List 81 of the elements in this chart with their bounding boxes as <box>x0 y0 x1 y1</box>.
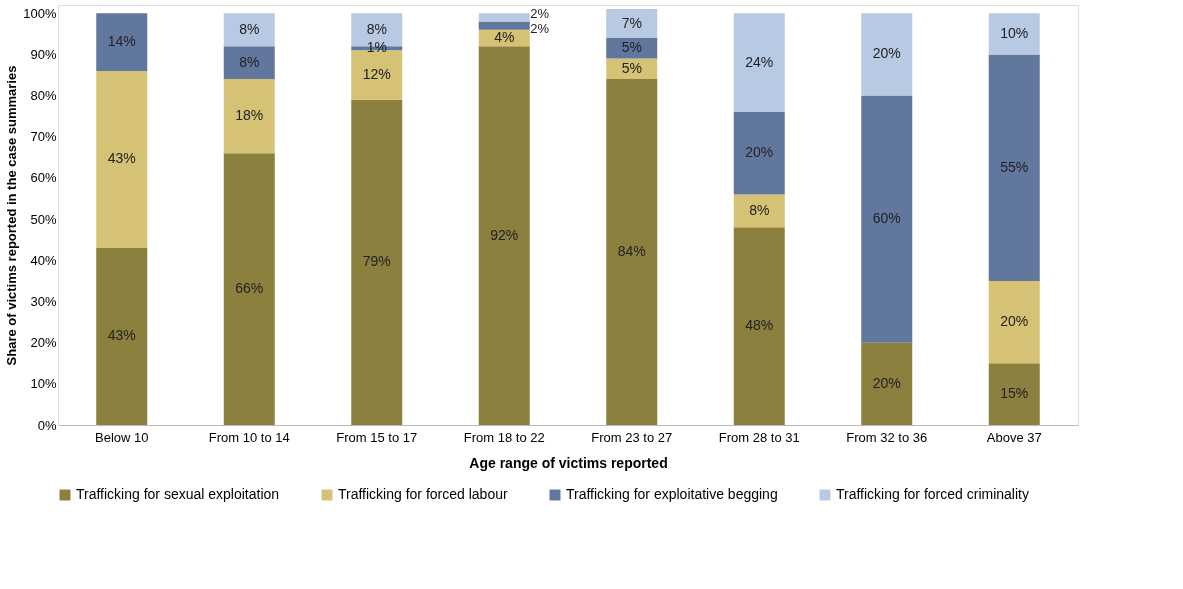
legend-label: Trafficking for forced criminality <box>836 486 1029 502</box>
x-tick-label: Below 10 <box>95 429 149 445</box>
data-label: 18% <box>235 107 264 124</box>
y-tick-label: 100% <box>23 5 57 21</box>
x-tick-label: From 18 to 22 <box>463 429 545 445</box>
data-label: 5% <box>621 39 642 56</box>
data-label: 66% <box>235 280 264 297</box>
data-label: 14% <box>107 33 136 50</box>
bar <box>606 9 658 38</box>
bar <box>223 13 275 47</box>
y-tick-label: 70% <box>30 129 57 145</box>
bar <box>96 13 148 71</box>
data-label: 24% <box>745 53 774 70</box>
bar <box>733 112 785 195</box>
data-label: 8% <box>366 20 387 37</box>
data-label: 43% <box>107 327 136 344</box>
data-label: 60% <box>872 210 901 227</box>
y-tick-label: 60% <box>30 170 57 186</box>
data-label: 43% <box>107 150 136 167</box>
data-label: 92% <box>490 226 519 243</box>
data-label: 20% <box>872 45 901 62</box>
data-label: 48% <box>745 317 774 334</box>
y-tick-label: 20% <box>30 335 57 351</box>
y-tick-label: 10% <box>30 376 57 392</box>
y-tick-label: 30% <box>30 293 57 309</box>
bar <box>478 13 530 22</box>
x-tick-label: From 23 to 27 <box>591 429 673 445</box>
bar <box>988 363 1040 425</box>
data-label: 55% <box>1000 158 1029 175</box>
bar <box>861 95 913 343</box>
y-tick-label: 0% <box>37 417 57 433</box>
data-label: 12% <box>362 66 391 82</box>
bar <box>351 99 403 425</box>
data-label: 84% <box>617 243 646 260</box>
bar <box>606 79 658 425</box>
bar <box>988 280 1040 364</box>
x-tick-label: From 10 to 14 <box>208 429 290 445</box>
x-axis-title: Age range of victims reported <box>469 454 668 471</box>
y-tick-label: 80% <box>30 88 57 104</box>
data-label: 1% <box>366 39 387 56</box>
bar <box>478 21 530 30</box>
data-label: 8% <box>239 53 260 70</box>
data-label: 15% <box>1000 385 1029 402</box>
bar <box>988 13 1040 55</box>
bar <box>988 54 1040 281</box>
legend-label: Trafficking for exploitative begging <box>566 486 778 502</box>
y-tick-label: 40% <box>30 252 57 268</box>
legend-label: Trafficking for sexual exploitation <box>76 486 280 502</box>
bar <box>223 153 275 425</box>
data-label: 20% <box>745 144 774 161</box>
bar <box>223 79 275 154</box>
y-tick-label: 50% <box>30 211 57 227</box>
x-tick-label: From 32 to 36 <box>846 429 928 445</box>
data-label: 10% <box>1000 24 1029 41</box>
x-tick-label: From 15 to 17 <box>336 429 418 445</box>
legend-label: Trafficking for forced labour <box>338 486 508 502</box>
bar <box>96 247 148 425</box>
data-label: 20% <box>872 374 901 391</box>
bar <box>478 46 530 425</box>
bar <box>223 46 275 80</box>
data-label: 5% <box>621 59 642 76</box>
bar <box>351 50 403 100</box>
data-label: 20% <box>1000 313 1029 330</box>
data-label: 7% <box>621 14 642 31</box>
bar <box>96 70 148 248</box>
data-label: 4% <box>494 28 515 45</box>
y-axis-title: Share of victims reported in the case summaries <box>4 65 20 366</box>
bar <box>733 227 785 425</box>
y-tick-label: 90% <box>30 46 57 62</box>
data-label: 79% <box>362 253 391 270</box>
bar <box>861 342 913 425</box>
bar <box>606 37 658 59</box>
bar <box>861 13 913 96</box>
bar <box>733 194 785 228</box>
data-label: 2% <box>530 6 550 22</box>
x-tick-label: From 28 to 31 <box>718 429 800 445</box>
x-tick-label: Above 37 <box>986 429 1042 445</box>
data-label: 8% <box>239 20 260 37</box>
bar <box>733 13 785 113</box>
data-label: 8% <box>749 201 770 218</box>
data-label: 2% <box>530 20 550 36</box>
